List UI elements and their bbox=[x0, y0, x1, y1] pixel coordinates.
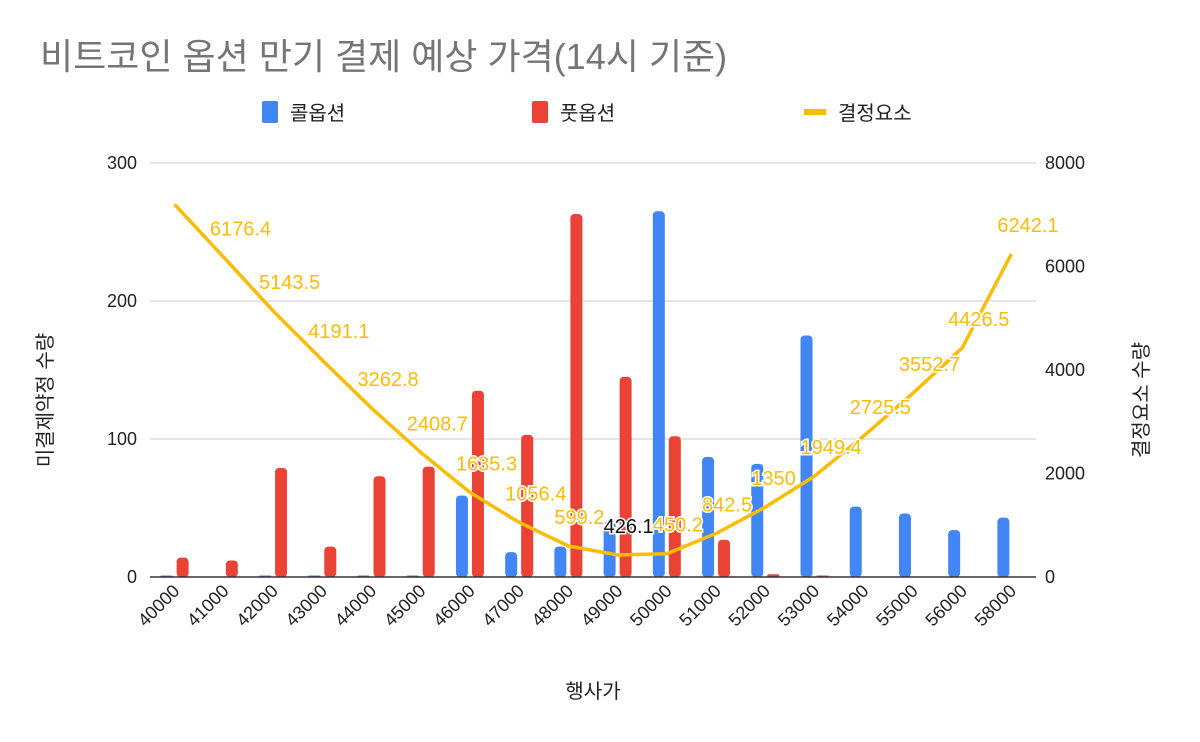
y2-tick-label: 0 bbox=[1045, 567, 1055, 587]
x-tick-label: 52000 bbox=[725, 581, 775, 631]
x-tick-label: 43000 bbox=[282, 581, 332, 631]
y2-tick-label: 8000 bbox=[1045, 153, 1085, 173]
bar-풋옵션 bbox=[668, 436, 681, 577]
chart-title: 비트코인 옵션 만기 결제 예상 가격(14시 기준) bbox=[40, 36, 728, 77]
bar-풋옵션 bbox=[619, 376, 632, 577]
line-결정요소 bbox=[173, 203, 1013, 557]
x-tick-label: 47000 bbox=[478, 581, 528, 631]
y2-tick-label: 6000 bbox=[1045, 257, 1085, 277]
data-label: 5143.5 bbox=[259, 272, 320, 294]
x-tick-label: 54000 bbox=[823, 581, 873, 631]
x-tick-label: 58000 bbox=[971, 581, 1021, 631]
bar-콜옵션 bbox=[603, 521, 616, 577]
bar-풋옵션 bbox=[324, 546, 337, 577]
x-tick-label: 45000 bbox=[380, 581, 430, 631]
data-label: 1056.4 bbox=[505, 483, 566, 505]
legend-swatch bbox=[532, 101, 548, 123]
bar-콜옵션 bbox=[505, 552, 518, 577]
bar-풋옵션 bbox=[521, 434, 534, 577]
x-axis-title: 행사가 bbox=[565, 680, 620, 703]
data-label: 842.5 bbox=[702, 494, 752, 516]
x-tick-label: 55000 bbox=[872, 581, 922, 631]
y-tick-label: 300 bbox=[107, 153, 137, 173]
bar-콜옵션 bbox=[554, 546, 567, 577]
x-tick-label: 40000 bbox=[134, 581, 184, 631]
data-label: 599.2 bbox=[554, 507, 604, 529]
bar-콜옵션 bbox=[455, 495, 468, 577]
legend-swatch bbox=[804, 109, 826, 115]
data-label: 4191.1 bbox=[308, 321, 369, 343]
x-tick-label: 56000 bbox=[921, 581, 971, 631]
bar-풋옵션 bbox=[225, 560, 238, 577]
y-tick-label: 200 bbox=[107, 291, 137, 311]
bar-콜옵션 bbox=[898, 513, 911, 577]
x-tick-label: 51000 bbox=[675, 581, 725, 631]
y2-axis-title: 결정요소 수량 bbox=[1130, 342, 1153, 458]
data-label: 450.2 bbox=[653, 515, 703, 537]
bar-콜옵션 bbox=[702, 456, 715, 577]
legend-label: 콜옵션 bbox=[290, 102, 345, 125]
bar-풋옵션 bbox=[422, 466, 435, 577]
data-label: 426.1 bbox=[604, 516, 654, 538]
y2-tick-label: 4000 bbox=[1045, 360, 1085, 380]
y2-tick-label: 2000 bbox=[1045, 464, 1085, 484]
bar-콜옵션 bbox=[751, 463, 764, 577]
data-label: 1635.3 bbox=[456, 453, 517, 475]
data-label: 2408.7 bbox=[407, 413, 468, 435]
data-label: 1350 bbox=[751, 468, 796, 490]
data-label: 6176.4 bbox=[210, 218, 271, 240]
x-tick-label: 48000 bbox=[528, 581, 578, 631]
x-tick-label: 42000 bbox=[232, 581, 282, 631]
x-tick-label: 44000 bbox=[331, 581, 381, 631]
legend-label: 결정요소 bbox=[838, 102, 912, 125]
bar-풋옵션 bbox=[570, 214, 583, 577]
y-tick-label: 0 bbox=[127, 567, 137, 587]
bar-풋옵션 bbox=[275, 467, 288, 577]
legend-label: 풋옵션 bbox=[560, 102, 615, 125]
data-label: 3552.7 bbox=[899, 354, 960, 376]
legend-swatch bbox=[262, 101, 278, 123]
bar-콜옵션 bbox=[652, 211, 665, 578]
x-tick-label: 50000 bbox=[626, 581, 676, 631]
y-tick-label: 100 bbox=[107, 429, 137, 449]
bar-풋옵션 bbox=[718, 539, 731, 577]
y-axis-title: 미결제약정 수량 bbox=[34, 333, 57, 467]
data-label: 4426.5 bbox=[948, 309, 1009, 331]
bar-콜옵션 bbox=[849, 506, 862, 577]
bar-콜옵션 bbox=[800, 335, 813, 577]
x-tick-label: 49000 bbox=[577, 581, 627, 631]
bar-풋옵션 bbox=[471, 390, 484, 577]
x-tick-label: 46000 bbox=[429, 581, 479, 631]
data-label: 1949.4 bbox=[801, 437, 862, 459]
x-tick-label: 41000 bbox=[183, 581, 233, 631]
bar-콜옵션 bbox=[997, 517, 1010, 577]
bar-풋옵션 bbox=[373, 476, 386, 577]
x-tick-label: 53000 bbox=[774, 581, 824, 631]
data-label: 2725.5 bbox=[850, 397, 911, 419]
data-label: 6242.1 bbox=[997, 215, 1058, 237]
bar-콜옵션 bbox=[948, 530, 961, 577]
data-label: 3262.8 bbox=[358, 369, 419, 391]
bar-풋옵션 bbox=[176, 557, 189, 577]
